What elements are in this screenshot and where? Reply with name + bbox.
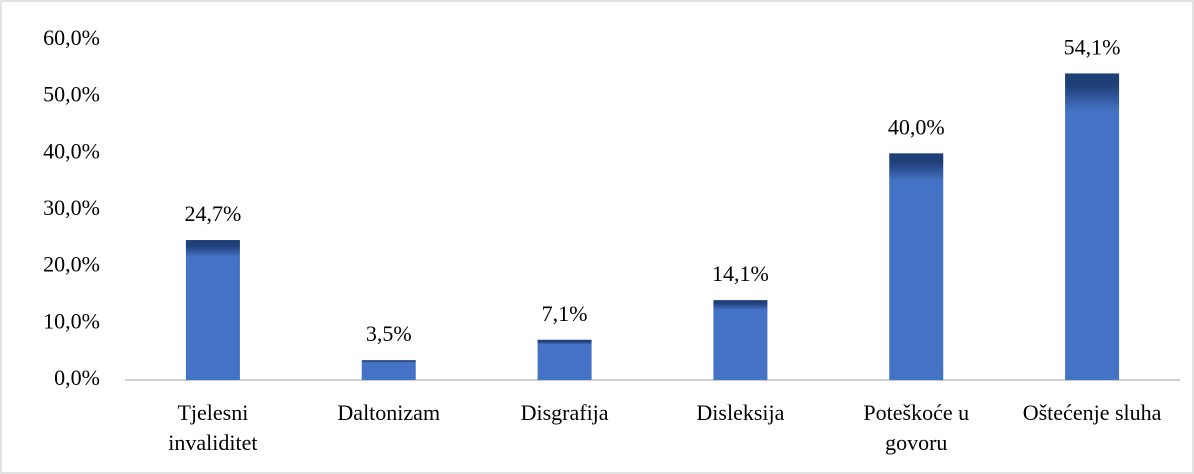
y-tick-label: 50,0%	[43, 82, 100, 107]
data-label: 40,0%	[888, 114, 945, 139]
y-tick-label: 60,0%	[43, 25, 100, 50]
y-tick-label: 10,0%	[43, 308, 100, 333]
y-tick-label: 30,0%	[43, 195, 100, 220]
bar	[713, 300, 768, 380]
data-label: 14,1%	[712, 261, 769, 286]
data-label: 3,5%	[366, 321, 412, 346]
bar	[185, 240, 240, 380]
y-tick-label: 40,0%	[43, 138, 100, 163]
data-label: 7,1%	[542, 301, 588, 326]
y-tick-label: 0,0%	[54, 365, 100, 390]
bar	[1065, 73, 1120, 380]
bar	[361, 360, 416, 380]
bar	[889, 153, 944, 380]
x-tick-label: Daltonizam	[337, 400, 441, 425]
x-tick-label: Poteškoće u govoru	[863, 400, 970, 455]
y-tick-label: 20,0%	[43, 252, 100, 277]
bar	[537, 339, 592, 380]
data-label: 54,1%	[1064, 34, 1121, 59]
x-tick-label: Disgrafija	[520, 400, 609, 425]
data-label: 24,7%	[185, 201, 242, 226]
x-tick-label: Tjelesni invaliditet	[168, 400, 258, 455]
x-tick-label: Disleksija	[696, 400, 785, 425]
x-tick-label: Oštećenje sluha	[1022, 400, 1162, 425]
